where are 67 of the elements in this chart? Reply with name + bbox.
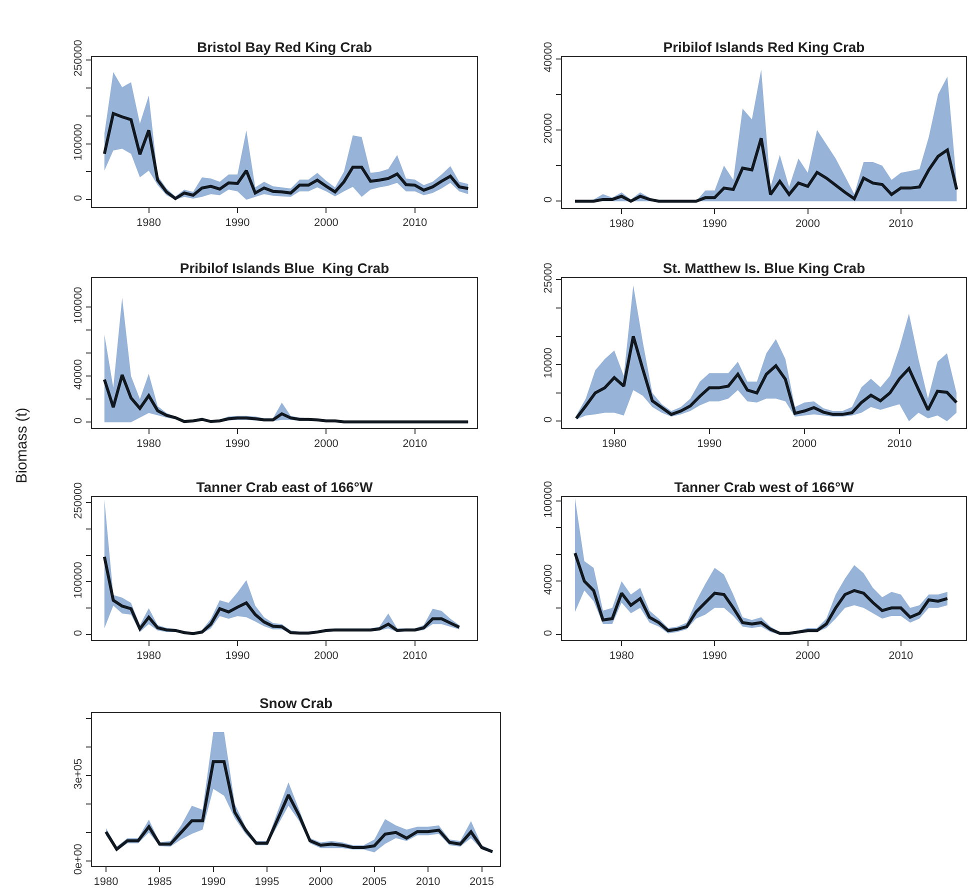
- chart-title: Snow Crab: [259, 695, 333, 711]
- x-tick-label: 1990: [201, 876, 226, 888]
- x-tick-label: 1990: [225, 650, 250, 662]
- line-series: [104, 760, 494, 854]
- y-tick-label: 0: [542, 630, 555, 636]
- x-tick-label: 2010: [887, 438, 912, 450]
- x-tick-label: 2000: [308, 876, 333, 888]
- chart-title: Tanner Crab west of 166°W: [674, 479, 855, 495]
- x-tick-label: 1990: [225, 438, 250, 450]
- x-tick-label: 2000: [314, 438, 338, 450]
- y-tick-label: 25000: [542, 262, 555, 294]
- y-tick-label: 100000: [542, 481, 555, 518]
- x-tick-label: 2010: [402, 438, 428, 450]
- x-tick-label: 1980: [609, 218, 634, 230]
- x-tick-label: 1980: [136, 217, 162, 230]
- chart-title: St. Matthew Is. Blue King Crab: [662, 260, 866, 276]
- x-tick-label: 1980: [609, 650, 634, 662]
- y-tick-label: 0: [72, 630, 85, 636]
- x-tick-label: 1980: [94, 876, 118, 888]
- line-series: [574, 136, 958, 203]
- chart-title: Pribilof Islands Red King Crab: [663, 39, 865, 55]
- x-tick-label: 2010: [416, 876, 440, 888]
- y-tick-label: 100000: [72, 124, 85, 160]
- x-tick-label: 1990: [697, 438, 722, 450]
- chart-title: Bristol Bay Red King Crab: [196, 39, 372, 55]
- x-tick-label: 1995: [254, 876, 280, 888]
- y-tick-label: 0: [72, 195, 85, 202]
- x-tick-label: 1985: [147, 876, 172, 888]
- x-tick-label: 1980: [602, 438, 627, 450]
- y-tick-label: 40000: [542, 42, 555, 72]
- x-tick-label: 1980: [136, 438, 162, 450]
- x-tick-label: 2015: [470, 876, 494, 888]
- x-tick-label: 2000: [314, 650, 338, 662]
- chart-title: Pribilof Islands Blue King Crab: [180, 260, 390, 276]
- x-tick-label: 2010: [402, 650, 428, 662]
- y-tick-label: 250000: [72, 482, 85, 520]
- x-tick-label: 2010: [888, 650, 914, 662]
- y-tick-label: 0: [542, 196, 555, 203]
- y-axis-title: Biomass (t): [13, 407, 30, 483]
- x-tick-label: 1990: [702, 218, 727, 230]
- chart-title: Tanner Crab east of 166°W: [196, 479, 374, 495]
- x-tick-label: 1990: [702, 650, 727, 662]
- line-series: [574, 334, 958, 420]
- y-tick-label: 40000: [542, 564, 555, 595]
- x-tick-label: 2010: [402, 217, 428, 230]
- y-tick-label: 100000: [72, 286, 85, 324]
- y-tick-label: 40000: [72, 359, 85, 390]
- line-series: [102, 112, 470, 200]
- line-series: [574, 552, 949, 635]
- y-tick-label: 250000: [72, 40, 85, 77]
- x-tick-label: 2005: [362, 876, 387, 888]
- y-tick-label: 20000: [542, 113, 555, 144]
- line-series: [102, 373, 470, 424]
- y-tick-label: 0: [542, 416, 555, 423]
- x-tick-label: 2000: [792, 438, 817, 450]
- line-series: [102, 555, 461, 636]
- y-tick-label: 0: [72, 418, 85, 424]
- y-tick-label: 10000: [542, 348, 555, 378]
- x-tick-label: 2010: [888, 218, 914, 230]
- y-tick-label: 0e+00: [72, 844, 85, 875]
- x-tick-label: 1990: [225, 217, 250, 230]
- y-tick-label: 100000: [72, 562, 85, 598]
- x-tick-label: 2000: [314, 217, 338, 230]
- x-tick-label: 2000: [796, 218, 820, 230]
- x-tick-label: 2000: [796, 650, 820, 662]
- y-tick-label: 3e+05: [72, 758, 85, 790]
- x-tick-label: 1980: [136, 650, 162, 662]
